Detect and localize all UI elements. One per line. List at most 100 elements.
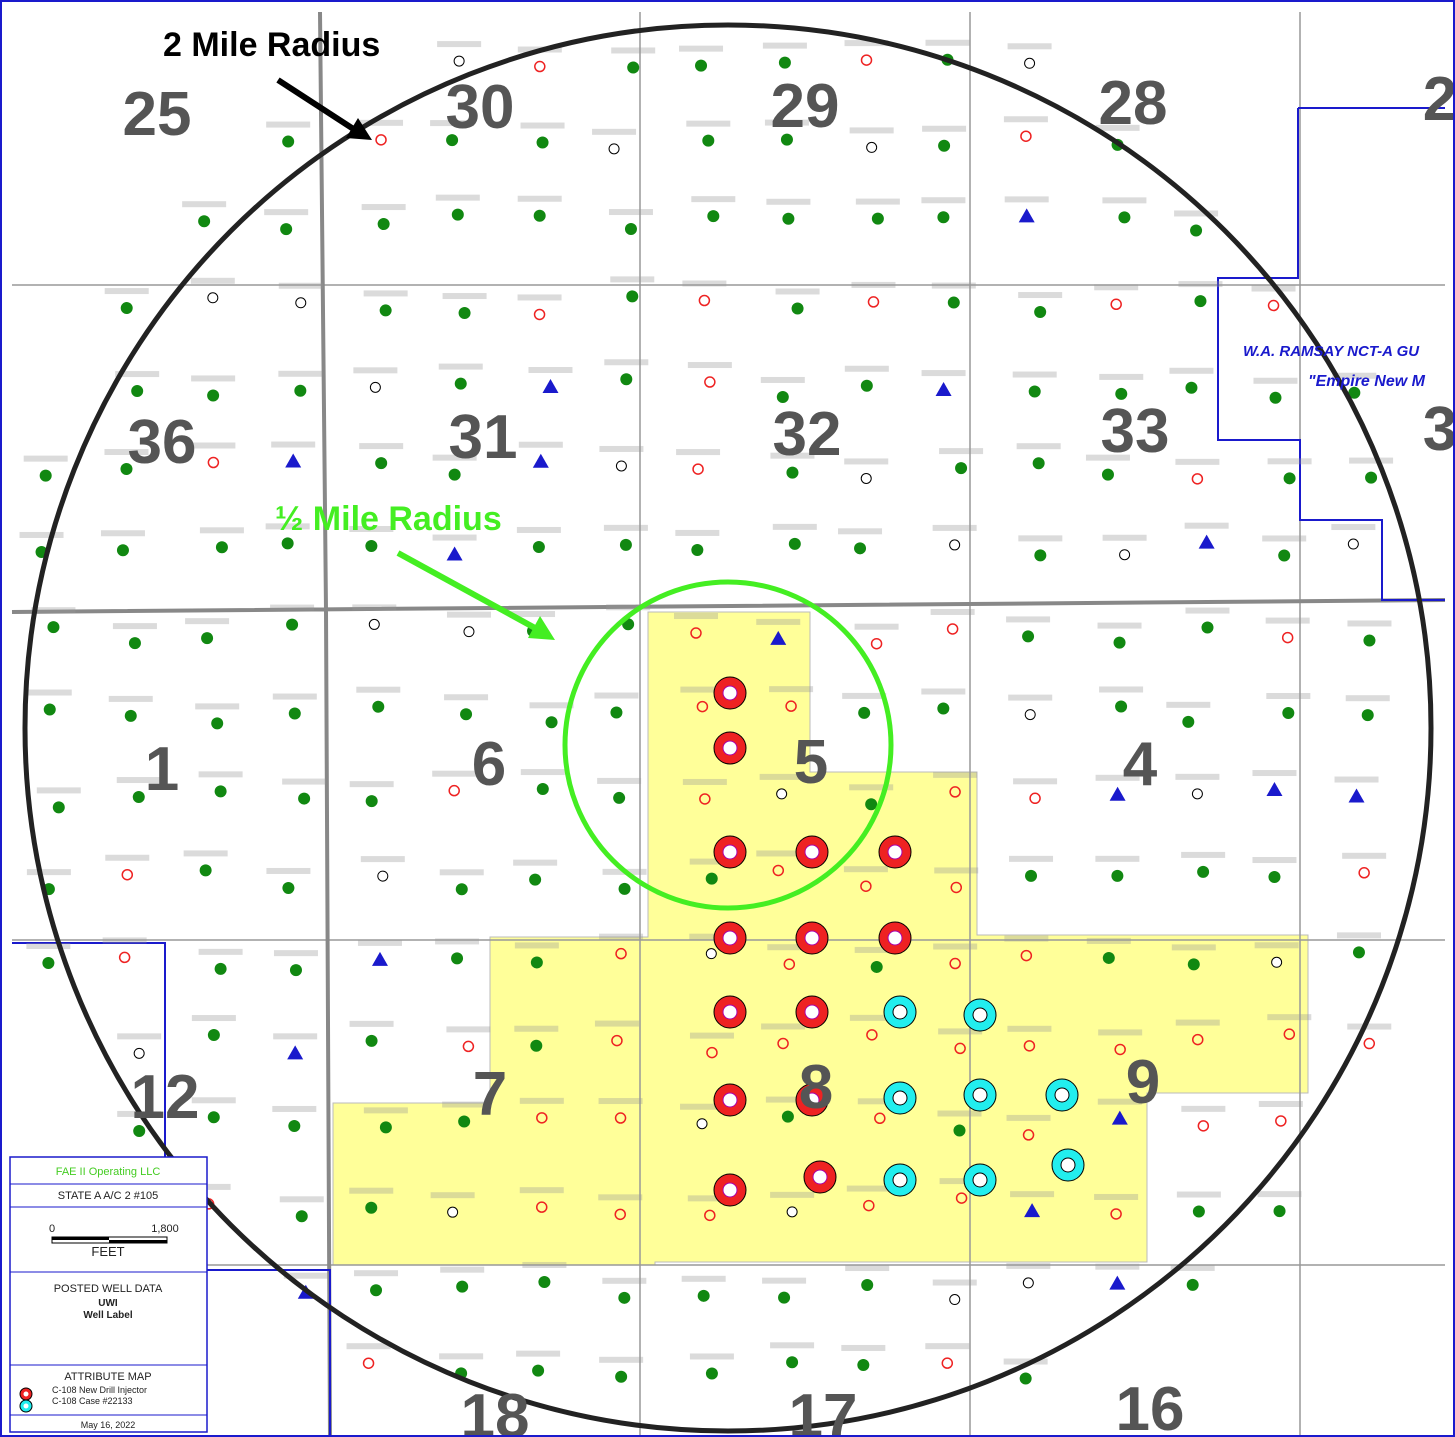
well-symbol (1363, 634, 1376, 647)
well-label-placeholder (674, 613, 719, 620)
well-symbol (1101, 468, 1114, 481)
section-number: 9 (1126, 1048, 1160, 1117)
well-symbol (42, 957, 55, 970)
well-label-placeholder (925, 39, 970, 46)
injector-symbol (722, 1004, 738, 1020)
well-label-placeholder (681, 1275, 726, 1282)
well-symbol (1024, 709, 1036, 721)
well-label-placeholder (855, 198, 900, 205)
well-symbol (207, 456, 220, 469)
case-symbol (892, 1090, 908, 1106)
well-label-placeholder (517, 294, 562, 301)
well-label-placeholder (272, 693, 317, 700)
well-label-placeholder (680, 686, 725, 693)
well-label-placeholder (1004, 935, 1049, 942)
section-number: 8 (799, 1053, 833, 1122)
well-symbol (1191, 473, 1204, 485)
well-label-placeholder (680, 1103, 725, 1110)
well-label-placeholder (1176, 1191, 1221, 1198)
well-symbol (455, 883, 468, 896)
well-symbol (1024, 1203, 1041, 1218)
well-label-placeholder (842, 692, 887, 699)
well-label-placeholder (273, 1033, 318, 1040)
well-label-placeholder (1267, 458, 1312, 465)
well-label-placeholder (283, 1272, 328, 1279)
well-symbol (211, 717, 224, 730)
well-label-placeholder (1181, 851, 1226, 858)
section-number: 36 (128, 408, 197, 477)
well-label-placeholder (272, 1105, 317, 1112)
well-label-placeholder (689, 1353, 734, 1360)
well-symbol (786, 466, 799, 479)
well-label-placeholder (932, 1279, 977, 1286)
well-label-placeholder (1094, 1193, 1139, 1200)
well-label-placeholder (353, 367, 398, 374)
well-label-placeholder (514, 942, 559, 949)
well-symbol (116, 544, 129, 557)
well-label-placeholder (592, 128, 637, 135)
well-label-placeholder (354, 1270, 399, 1277)
well-symbol (690, 627, 702, 639)
well-symbol (950, 881, 963, 894)
well-symbol (949, 1294, 961, 1306)
well-label-placeholder (849, 127, 894, 134)
well-symbol (866, 141, 878, 153)
case-symbol (1054, 1087, 1070, 1103)
well-symbol (1190, 224, 1203, 237)
well-symbol (369, 381, 381, 393)
well-label-placeholder (439, 1353, 484, 1360)
well-label-placeholder (599, 933, 644, 940)
well-symbol (704, 376, 716, 388)
well-symbol (133, 1047, 145, 1059)
well-symbol (1028, 385, 1041, 398)
well-symbol (955, 1192, 968, 1204)
well-symbol (608, 143, 620, 155)
well-label-placeholder (1252, 857, 1297, 864)
well-label-placeholder (435, 938, 480, 945)
section-number: 3 (1423, 395, 1455, 464)
well-symbol (1022, 1129, 1035, 1141)
well-symbol (780, 133, 793, 146)
well-label-placeholder (439, 869, 484, 876)
well-label-placeholder (183, 850, 228, 857)
well-symbol (1187, 958, 1200, 971)
well-label-placeholder (610, 276, 655, 283)
legend-attr-title: ATTRIBUTE MAP (64, 1371, 151, 1383)
well-symbol (786, 1356, 799, 1369)
unit-label: "Empire New M (1308, 373, 1426, 390)
injector-symbol (887, 930, 903, 946)
well-symbol (938, 139, 951, 152)
well-symbol (1020, 130, 1032, 142)
section-number: 1 (145, 735, 179, 804)
half-mile-label: ½ Mile Radius (275, 500, 502, 538)
well-symbol (706, 1046, 718, 1059)
well-symbol (1192, 1205, 1205, 1218)
well-symbol (462, 1040, 475, 1053)
well-label-placeholder (1095, 124, 1140, 131)
well-symbol (460, 708, 473, 721)
injector-symbol (804, 844, 820, 860)
well-label-placeholder (846, 1185, 891, 1192)
injector-symbol (722, 1092, 738, 1108)
well-label-placeholder (598, 1194, 643, 1201)
well-label-placeholder (679, 45, 724, 52)
injector-symbol (812, 1169, 828, 1185)
well-symbol (532, 540, 545, 553)
well-symbol (365, 1034, 378, 1047)
well-label-placeholder (1171, 944, 1216, 951)
well-label-placeholder (1102, 534, 1147, 541)
well-label-placeholder (432, 534, 477, 541)
well-label-placeholder (602, 1277, 647, 1284)
well-label-placeholder (1166, 701, 1211, 708)
well-symbol (1197, 1120, 1210, 1132)
well-label-placeholder (1009, 855, 1054, 862)
well-label-placeholder (689, 933, 734, 940)
well-symbol (1113, 636, 1126, 649)
well-symbol (860, 54, 873, 66)
well-label-placeholder (1018, 292, 1063, 299)
well-label-placeholder (1334, 776, 1379, 783)
well-symbol (692, 463, 704, 475)
well-symbol (1266, 782, 1283, 797)
